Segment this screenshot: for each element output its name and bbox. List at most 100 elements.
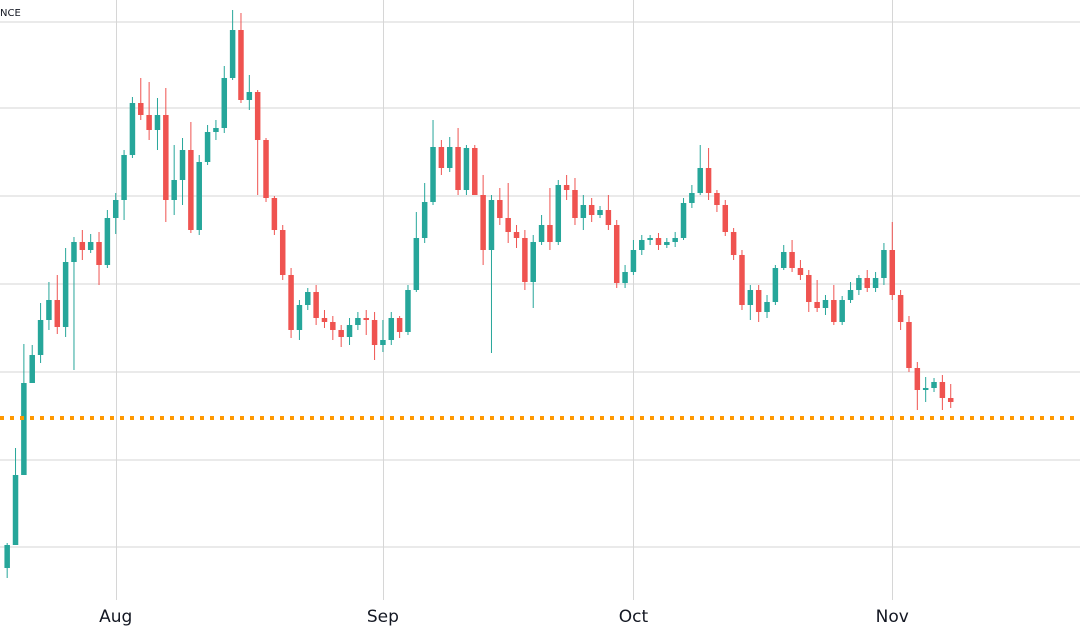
candle-up[interactable] <box>881 243 887 285</box>
candle-down[interactable] <box>188 122 194 233</box>
candle-up[interactable] <box>430 120 436 205</box>
candle-up[interactable] <box>171 145 177 215</box>
candle-down[interactable] <box>889 222 896 300</box>
candle-up[interactable] <box>380 320 386 352</box>
candle-down[interactable] <box>480 175 486 265</box>
candle-down[interactable] <box>497 188 503 225</box>
candle-up[interactable] <box>931 378 937 392</box>
candle-down[interactable] <box>313 285 319 325</box>
candle-down[interactable] <box>572 178 578 225</box>
candle-up[interactable] <box>630 240 637 275</box>
candle-up[interactable] <box>221 66 228 133</box>
candle-down[interactable] <box>947 384 954 408</box>
candle-down[interactable] <box>864 270 870 292</box>
candle-up[interactable] <box>839 296 845 325</box>
candle-up[interactable] <box>305 288 311 310</box>
candle-up[interactable] <box>4 543 10 578</box>
candle-up[interactable] <box>847 282 854 303</box>
candle-down[interactable] <box>914 362 921 410</box>
candle-up[interactable] <box>488 195 495 353</box>
candle-up[interactable] <box>104 210 111 268</box>
candle-up[interactable] <box>29 345 35 383</box>
candle-down[interactable] <box>54 275 61 334</box>
candle-up[interactable] <box>46 282 52 330</box>
candle-down[interactable] <box>396 316 403 338</box>
candle-down[interactable] <box>371 312 378 360</box>
candle-up[interactable] <box>872 272 879 292</box>
candle-up[interactable] <box>538 215 545 245</box>
candle-up[interactable] <box>822 295 829 315</box>
candle-up[interactable] <box>413 212 420 292</box>
candle-up[interactable] <box>463 145 470 195</box>
candle-up[interactable] <box>689 185 695 208</box>
candle-down[interactable] <box>605 195 612 230</box>
candle-up[interactable] <box>121 150 127 220</box>
candle-down[interactable] <box>288 268 294 338</box>
candle-up[interactable] <box>856 275 862 295</box>
candle-down[interactable] <box>338 325 344 347</box>
candle-up[interactable] <box>405 285 411 335</box>
candle-up[interactable] <box>639 235 645 255</box>
candle-up[interactable] <box>179 138 186 205</box>
candle-down[interactable] <box>613 220 620 288</box>
candle-down[interactable] <box>806 270 812 312</box>
candle-up[interactable] <box>446 137 453 172</box>
candle-down[interactable] <box>271 196 278 235</box>
candle-up[interactable] <box>672 232 678 247</box>
candle-down[interactable] <box>279 225 286 280</box>
candle-down[interactable] <box>797 260 804 280</box>
candle-down[interactable] <box>238 13 244 103</box>
candle-down[interactable] <box>722 200 729 236</box>
candle-down[interactable] <box>263 138 269 202</box>
candle-up[interactable] <box>154 98 161 150</box>
candle-down[interactable] <box>163 88 169 222</box>
candle-down[interactable] <box>472 145 478 195</box>
candle-down[interactable] <box>705 148 712 200</box>
candle-down[interactable] <box>146 82 152 140</box>
candle-down[interactable] <box>789 240 795 272</box>
candle-up[interactable] <box>213 120 219 140</box>
candle-down[interactable] <box>321 310 328 328</box>
candle-up[interactable] <box>680 198 687 240</box>
candle-down[interactable] <box>330 316 336 340</box>
candle-up[interactable] <box>697 145 703 195</box>
candle-down[interactable] <box>897 290 904 330</box>
candle-down[interactable] <box>363 310 369 335</box>
candle-down[interactable] <box>96 232 102 285</box>
candle-down[interactable] <box>563 175 570 200</box>
candle-up[interactable] <box>647 235 653 245</box>
candle-up[interactable] <box>37 303 44 363</box>
candle-up[interactable] <box>129 97 136 158</box>
candle-up[interactable] <box>12 448 19 545</box>
candle-up[interactable] <box>355 312 361 330</box>
candle-up[interactable] <box>204 125 211 165</box>
candle-down[interactable] <box>755 285 762 322</box>
candle-down[interactable] <box>254 90 261 195</box>
candle-down[interactable] <box>455 128 461 195</box>
candle-up[interactable] <box>555 180 562 245</box>
candle-down[interactable] <box>739 250 745 310</box>
candle-up[interactable] <box>764 295 770 318</box>
candle-down[interactable] <box>730 228 737 260</box>
candle-up[interactable] <box>421 183 428 243</box>
candle-down[interactable] <box>79 230 86 260</box>
candle-up[interactable] <box>922 377 929 402</box>
candle-up[interactable] <box>530 235 536 308</box>
candle-up[interactable] <box>622 265 628 288</box>
candle-up[interactable] <box>87 234 94 253</box>
candle-up[interactable] <box>112 193 119 234</box>
candle-up[interactable] <box>296 300 303 340</box>
candle-up[interactable] <box>780 245 787 270</box>
candle-up[interactable] <box>246 75 253 110</box>
candle-up[interactable] <box>597 206 603 218</box>
candle-up[interactable] <box>664 238 670 248</box>
candle-down[interactable] <box>513 225 520 248</box>
candle-up[interactable] <box>71 237 77 370</box>
candle-down[interactable] <box>714 190 720 212</box>
candle-down[interactable] <box>939 375 946 410</box>
candle-up[interactable] <box>772 265 779 305</box>
candle-down[interactable] <box>655 233 662 250</box>
candle-up[interactable] <box>62 248 69 337</box>
candle-up[interactable] <box>21 344 27 475</box>
